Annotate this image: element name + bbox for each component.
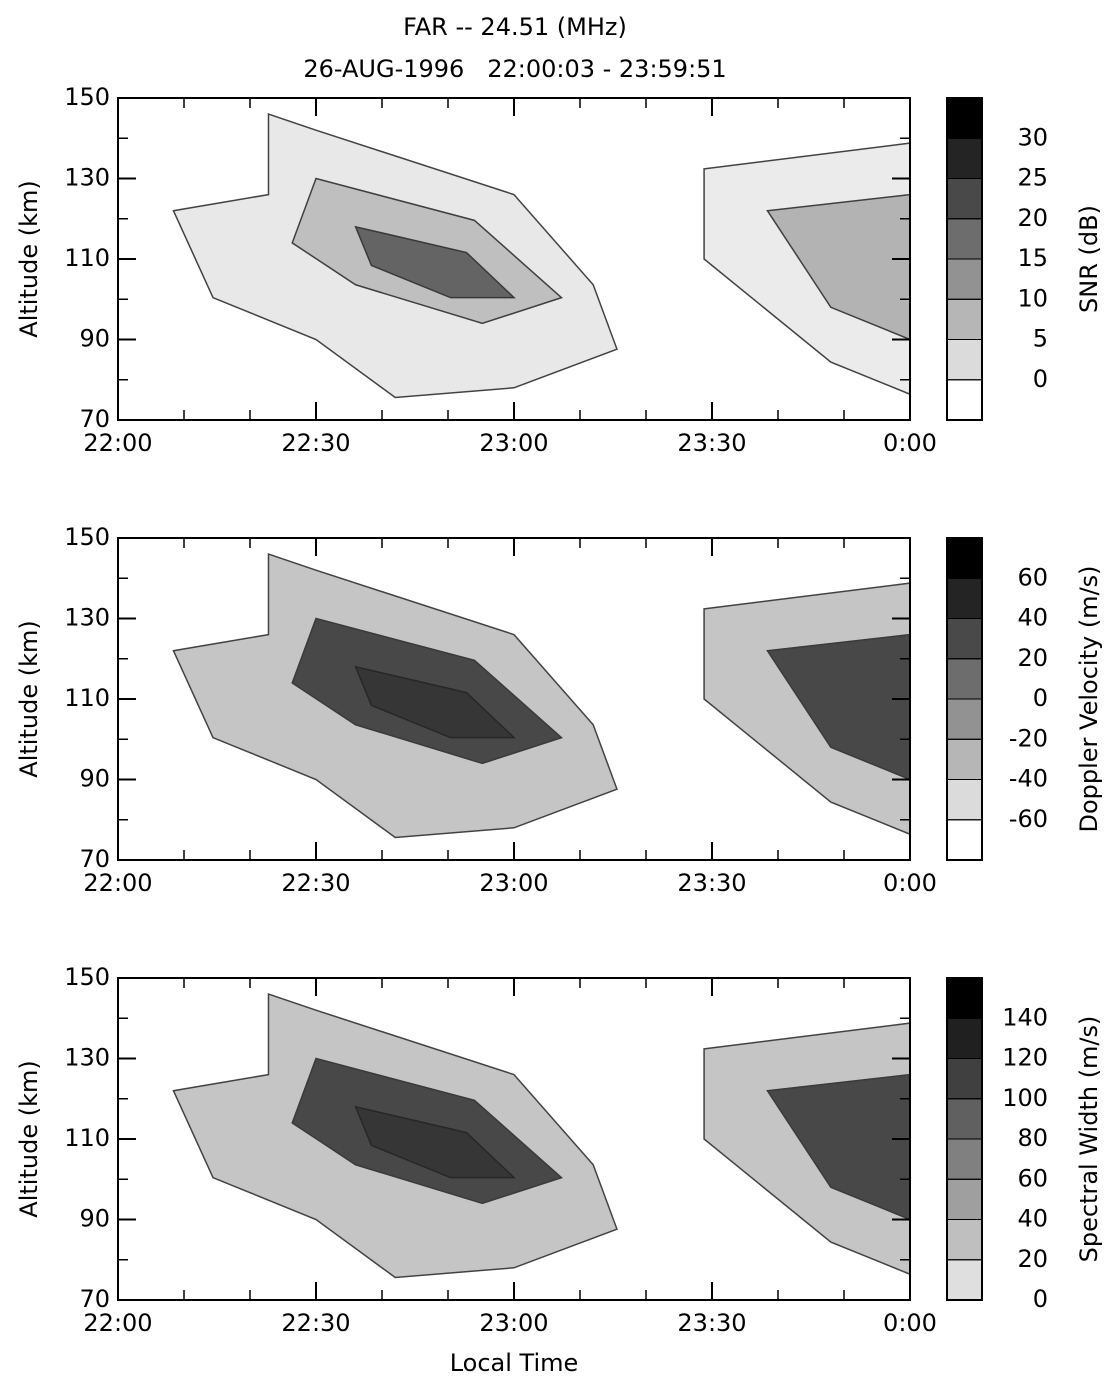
y-tick-label: 150 bbox=[64, 523, 110, 551]
y-tick-label: 130 bbox=[64, 164, 110, 192]
y-tick-label: 90 bbox=[79, 765, 110, 793]
colorbar-tick-label: 10 bbox=[1017, 284, 1048, 312]
y-tick-label: 90 bbox=[79, 325, 110, 353]
colorbar-tick-label: 20 bbox=[1017, 644, 1048, 672]
colorbar-tick-label: 30 bbox=[1017, 123, 1048, 151]
colorbar-box bbox=[946, 698, 983, 740]
colorbar-box bbox=[946, 1017, 983, 1059]
colorbar-box bbox=[946, 577, 983, 619]
x-tick-label: 23:00 bbox=[479, 1309, 548, 1337]
colorbar-tick-label: 100 bbox=[1002, 1084, 1048, 1112]
x-tick-label: 0:00 bbox=[883, 869, 937, 897]
colorbar-tick-label: 80 bbox=[1017, 1124, 1048, 1152]
colorbar-box bbox=[946, 1098, 983, 1140]
colorbar-box bbox=[946, 1178, 983, 1220]
colorbar-box bbox=[946, 379, 983, 421]
y-tick-label: 110 bbox=[64, 684, 110, 712]
y-tick-label: 70 bbox=[79, 405, 110, 433]
colorbar-box bbox=[946, 738, 983, 780]
colorbar-tick-label: 15 bbox=[1017, 244, 1048, 272]
colorbar-tick-label: 0 bbox=[1033, 365, 1048, 393]
colorbar-box bbox=[946, 537, 983, 579]
colorbar-tick-label: 0 bbox=[1033, 684, 1048, 712]
colorbar-tick-label: 20 bbox=[1017, 1245, 1048, 1273]
colorbar-tick-label: 40 bbox=[1017, 1205, 1048, 1233]
field-region bbox=[354, 665, 516, 739]
x-tick-label: 22:30 bbox=[281, 429, 350, 457]
x-tick-label: 0:00 bbox=[883, 1309, 937, 1337]
colorbar-tick-label: 40 bbox=[1017, 604, 1048, 632]
colorbar-box bbox=[946, 339, 983, 381]
x-tick-label: 0:00 bbox=[883, 429, 937, 457]
colorbar-tick-label: 60 bbox=[1017, 563, 1048, 591]
colorbar-tick-label: 140 bbox=[1002, 1003, 1048, 1031]
colorbar-box bbox=[946, 218, 983, 260]
x-tick-label: 23:30 bbox=[677, 429, 746, 457]
colorbar-tick-label: 120 bbox=[1002, 1044, 1048, 1072]
x-tick-label: 23:00 bbox=[479, 429, 548, 457]
colorbar-tick-label: 25 bbox=[1017, 164, 1048, 192]
colorbar-box bbox=[946, 618, 983, 660]
x-tick-label: 23:00 bbox=[479, 869, 548, 897]
x-tick-label: 23:30 bbox=[677, 869, 746, 897]
y-tick-label: 130 bbox=[64, 1044, 110, 1072]
colorbar-box bbox=[946, 298, 983, 340]
colorbar-tick-label: 20 bbox=[1017, 204, 1048, 232]
colorbar-tick-label: 0 bbox=[1033, 1285, 1048, 1313]
colorbar-label: SNR (dB) bbox=[1075, 205, 1103, 313]
colorbar-box bbox=[946, 97, 983, 139]
field-region bbox=[354, 1105, 516, 1179]
y-axis-label: Altitude (km) bbox=[15, 1060, 43, 1217]
y-axis-label: Altitude (km) bbox=[15, 620, 43, 777]
y-tick-label: 110 bbox=[64, 244, 110, 272]
colorbar-box bbox=[946, 1219, 983, 1261]
y-axis-label: Altitude (km) bbox=[15, 180, 43, 337]
colorbar-tick-label: -40 bbox=[1009, 765, 1048, 793]
colorbar-box bbox=[946, 977, 983, 1019]
x-tick-label: 22:30 bbox=[281, 869, 350, 897]
colorbar-box bbox=[946, 258, 983, 300]
colorbar-tick-label: -60 bbox=[1009, 805, 1048, 833]
x-tick-label: 22:00 bbox=[83, 1309, 152, 1337]
x-tick-label: 22:00 bbox=[83, 869, 152, 897]
y-tick-label: 150 bbox=[64, 963, 110, 991]
colorbar-box bbox=[946, 819, 983, 861]
chart-title: FAR -- 24.51 (MHz) bbox=[403, 13, 627, 41]
colorbar-box bbox=[946, 1259, 983, 1301]
colorbar-box bbox=[946, 137, 983, 179]
colorbar-box bbox=[946, 1058, 983, 1100]
x-tick-label: 23:30 bbox=[677, 1309, 746, 1337]
colorbar-box bbox=[946, 178, 983, 220]
field-region bbox=[354, 225, 516, 299]
colorbar-box bbox=[946, 1138, 983, 1180]
x-axis-label: Local Time bbox=[450, 1349, 579, 1377]
colorbar-label: Spectral Width (m/s) bbox=[1075, 1016, 1103, 1263]
colorbar-label: Doppler Velocity (m/s) bbox=[1075, 565, 1103, 832]
colorbar-tick-label: -20 bbox=[1009, 724, 1048, 752]
y-tick-label: 70 bbox=[79, 845, 110, 873]
y-tick-label: 150 bbox=[64, 83, 110, 111]
chart-subtitle: 26-AUG-1996 22:00:03 - 23:59:51 bbox=[303, 55, 726, 83]
colorbar-tick-label: 5 bbox=[1033, 325, 1048, 353]
x-tick-label: 22:00 bbox=[83, 429, 152, 457]
y-tick-label: 130 bbox=[64, 604, 110, 632]
y-tick-label: 90 bbox=[79, 1205, 110, 1233]
colorbar-box bbox=[946, 658, 983, 700]
y-tick-label: 110 bbox=[64, 1124, 110, 1152]
colorbar-tick-label: 60 bbox=[1017, 1164, 1048, 1192]
y-tick-label: 70 bbox=[79, 1285, 110, 1313]
colorbar-box bbox=[946, 779, 983, 821]
x-tick-label: 22:30 bbox=[281, 1309, 350, 1337]
